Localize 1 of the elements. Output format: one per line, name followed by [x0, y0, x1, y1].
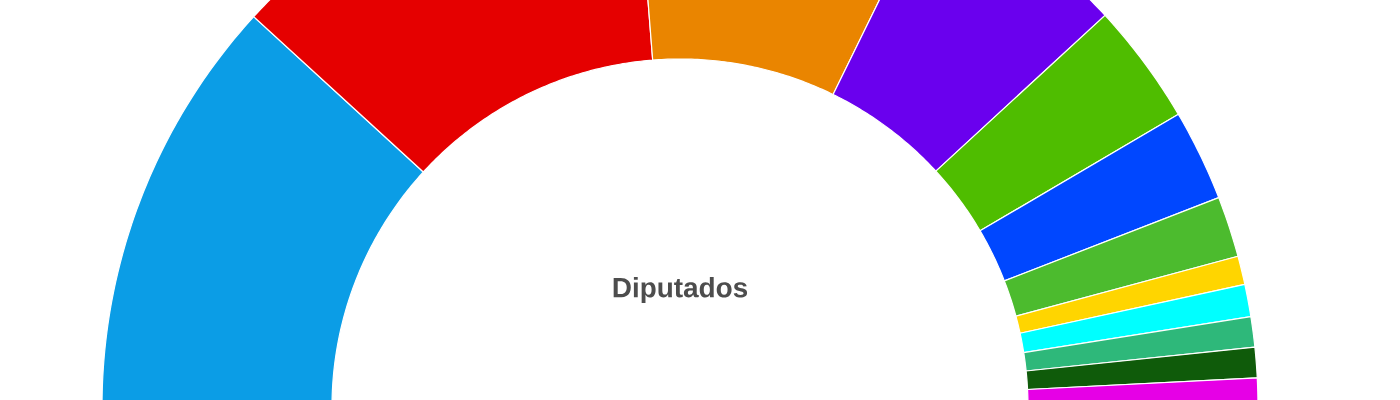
text: Diputados — [613, 277, 748, 303]
